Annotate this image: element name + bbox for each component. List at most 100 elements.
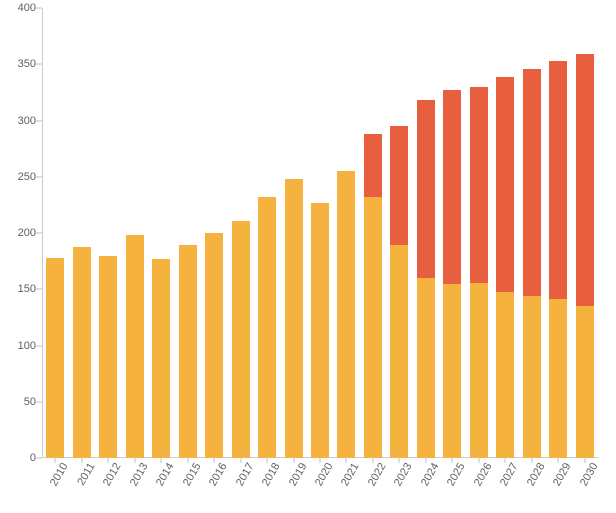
- x-tick-label: 2018: [255, 458, 283, 488]
- x-tick-label: 2027: [493, 458, 521, 488]
- bar-slot: 2013: [121, 8, 147, 458]
- bar: [152, 259, 170, 458]
- bar-slot: 2026: [466, 8, 492, 458]
- bar-slot: 2010: [42, 8, 68, 458]
- x-tick-label: 2016: [202, 458, 230, 488]
- x-tick-label: 2010: [43, 458, 71, 488]
- bar-slot: 2014: [148, 8, 174, 458]
- bar-segment-series-b: [576, 54, 594, 306]
- bar-slot: 2023: [386, 8, 412, 458]
- bar: [364, 134, 382, 458]
- bar-segment-series-a: [549, 299, 567, 458]
- bar-slot: 2027: [492, 8, 518, 458]
- bar: [126, 235, 144, 458]
- bar-slot: 2022: [360, 8, 386, 458]
- bar: [337, 171, 355, 458]
- bar-slot: 2025: [439, 8, 465, 458]
- bar: [285, 179, 303, 458]
- x-tick-label: 2025: [440, 458, 468, 488]
- bar-segment-series-b: [390, 126, 408, 245]
- x-tick-label: 2015: [175, 458, 203, 488]
- bar-segment-series-b: [417, 100, 435, 278]
- bar-slot: 2030: [572, 8, 598, 458]
- bar-segment-series-a: [179, 245, 197, 458]
- x-tick-label: 2017: [228, 458, 256, 488]
- x-tick-label: 2030: [573, 458, 601, 488]
- bar-segment-series-b: [549, 61, 567, 300]
- bar-segment-series-a: [152, 259, 170, 458]
- y-tick-label: 100: [18, 340, 42, 352]
- bar: [179, 245, 197, 458]
- x-tick-label: 2023: [387, 458, 415, 488]
- bar-slot: 2029: [545, 8, 571, 458]
- bar: [99, 256, 117, 459]
- bar-slot: 2028: [519, 8, 545, 458]
- bar-segment-series-a: [73, 247, 91, 459]
- bar: [258, 197, 276, 458]
- stacked-bar-chart: 0501001502002503003504002010201120122013…: [0, 0, 616, 513]
- bar-segment-series-b: [496, 77, 514, 292]
- bar-slot: 2019: [280, 8, 306, 458]
- bar-segment-series-a: [311, 203, 329, 458]
- x-tick-label: 2024: [414, 458, 442, 488]
- bar-segment-series-a: [285, 179, 303, 458]
- x-tick-label: 2011: [70, 458, 97, 487]
- bar-segment-series-a: [390, 245, 408, 458]
- bar-slot: 2024: [413, 8, 439, 458]
- bar: [390, 126, 408, 458]
- x-tick-label: 2014: [149, 458, 177, 488]
- bar-slot: 2012: [95, 8, 121, 458]
- y-tick-label: 150: [18, 283, 42, 295]
- bar: [576, 54, 594, 458]
- bar-slot: 2020: [307, 8, 333, 458]
- bar: [205, 233, 223, 458]
- bar-segment-series-a: [232, 221, 250, 458]
- bar: [470, 87, 488, 458]
- bar: [549, 61, 567, 458]
- bar-slot: 2015: [174, 8, 200, 458]
- bar: [523, 69, 541, 458]
- x-tick-label: 2013: [122, 458, 150, 488]
- bar: [232, 221, 250, 458]
- bar: [311, 203, 329, 458]
- bar-segment-series-a: [470, 283, 488, 459]
- x-tick-label: 2012: [96, 458, 124, 488]
- plot-area: 0501001502002503003504002010201120122013…: [42, 8, 598, 458]
- bar-segment-series-b: [470, 87, 488, 283]
- bar-segment-series-a: [258, 197, 276, 458]
- y-tick-label: 300: [18, 115, 42, 127]
- bar-segment-series-a: [496, 292, 514, 459]
- bar-segment-series-a: [523, 296, 541, 458]
- bar-segment-series-a: [99, 256, 117, 459]
- y-tick-label: 50: [24, 396, 42, 408]
- bar-slot: 2021: [333, 8, 359, 458]
- bar-segment-series-a: [443, 284, 461, 458]
- x-tick-label: 2022: [361, 458, 389, 488]
- y-tick-label: 400: [18, 2, 42, 14]
- bar-slot: 2017: [227, 8, 253, 458]
- x-tick-label: 2021: [334, 458, 362, 488]
- bar-segment-series-a: [205, 233, 223, 458]
- bar: [443, 90, 461, 458]
- x-tick-label: 2020: [308, 458, 336, 488]
- bar-slot: 2018: [254, 8, 280, 458]
- x-tick-label: 2026: [467, 458, 495, 488]
- bar-segment-series-b: [443, 90, 461, 284]
- bar-segment-series-a: [576, 306, 594, 458]
- bar-slot: 2016: [201, 8, 227, 458]
- y-tick-label: 250: [18, 171, 42, 183]
- y-tick-label: 350: [18, 58, 42, 70]
- bar: [46, 258, 64, 458]
- y-tick-label: 0: [30, 452, 42, 464]
- bars-layer: 2010201120122013201420152016201720182019…: [42, 8, 598, 458]
- bar-slot: 2011: [68, 8, 94, 458]
- x-tick-label: 2028: [520, 458, 548, 488]
- bar-segment-series-a: [337, 171, 355, 458]
- bar: [496, 77, 514, 458]
- bar-segment-series-a: [46, 258, 64, 458]
- bar-segment-series-b: [364, 134, 382, 197]
- bar-segment-series-a: [417, 278, 435, 458]
- bar: [417, 100, 435, 458]
- bar-segment-series-b: [523, 69, 541, 296]
- x-tick-label: 2029: [546, 458, 574, 488]
